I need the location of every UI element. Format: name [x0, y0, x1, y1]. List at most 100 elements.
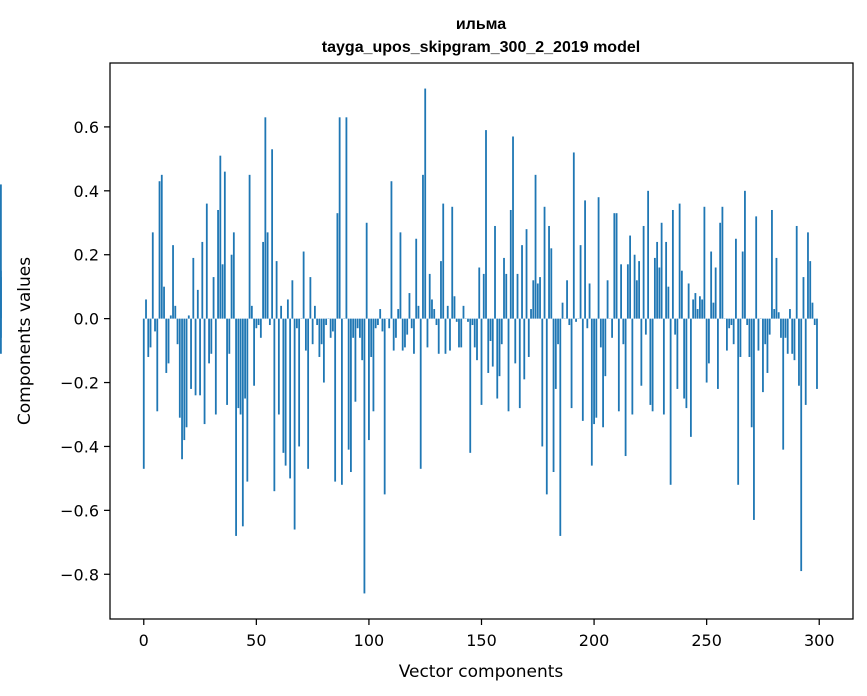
- bar-component-119: [410, 318, 413, 329]
- bar-component-2: [147, 318, 150, 357]
- bar-component-109: [388, 318, 391, 329]
- bar-component-261: [730, 318, 733, 326]
- bar-component-129: [433, 309, 436, 319]
- bar-component-20: [187, 315, 190, 319]
- bar-component-134: [444, 318, 447, 354]
- bar-component-125: [424, 88, 427, 319]
- bar-component-171: [527, 318, 530, 357]
- bar-component-229: [658, 267, 661, 319]
- bar-component-218: [633, 254, 636, 319]
- bar-component-60: [277, 318, 280, 415]
- bar-component-71: [302, 251, 305, 319]
- bar-component-240: [683, 318, 686, 399]
- bar-component-37: [226, 318, 228, 405]
- bar-component-292: [800, 318, 803, 572]
- bar-component-289: [793, 318, 796, 361]
- bar-component-216: [629, 235, 631, 319]
- bar-component-254: [714, 267, 717, 319]
- bar-component-86: [336, 213, 339, 319]
- bar-component-297: [811, 302, 814, 319]
- bar-component-203: [599, 318, 602, 348]
- bar-component-222: [642, 225, 645, 319]
- bar-component-243: [689, 318, 692, 437]
- bar-component-215: [626, 264, 629, 319]
- bar-component-251: [708, 318, 710, 364]
- bar-component-36: [223, 171, 226, 319]
- bar-component-161: [505, 273, 508, 319]
- bar-component-200: [593, 318, 595, 425]
- bar-component-64: [286, 299, 289, 319]
- bar-component-266: [741, 251, 744, 319]
- bar-component-104: [377, 318, 379, 326]
- bar-component-248: [701, 299, 704, 319]
- bar-component-159: [500, 318, 503, 345]
- bar-component-59: [275, 261, 278, 319]
- plot-frame: [109, 62, 854, 620]
- bar-component-91: [347, 318, 350, 450]
- bar-component-66: [291, 280, 294, 319]
- chart-subtitle: tayga_upos_skipgram_300_2_2019 model: [322, 39, 640, 56]
- bar-component-118: [408, 293, 411, 319]
- bar-component-156: [494, 225, 496, 319]
- bar-component-144: [467, 318, 469, 322]
- bar-component-164: [512, 136, 514, 319]
- bar-component-234: [669, 318, 672, 485]
- bar-component-286: [786, 318, 789, 354]
- bar-component-209: [613, 213, 616, 319]
- bar-component-204: [602, 318, 604, 428]
- bar-component-259: [726, 318, 728, 351]
- bar-component-175: [536, 283, 539, 319]
- bar-component-188: [566, 280, 568, 319]
- bar-component-237: [676, 318, 679, 389]
- bar-component-268: [746, 318, 749, 326]
- x-tick-label: 150: [466, 631, 497, 650]
- bar-component-117: [406, 318, 409, 335]
- bar-component-245: [694, 293, 697, 319]
- bar-component-56: [268, 318, 271, 326]
- bar-component-0: [142, 318, 145, 469]
- bar-component-278: [768, 318, 771, 335]
- bar-component-41: [235, 318, 237, 536]
- bar-component-undefined: [0, 318, 2, 354]
- bar-component-102: [372, 318, 375, 412]
- bar-component-132: [440, 261, 442, 319]
- bar-component-167: [518, 318, 521, 409]
- bar-component-133: [442, 203, 445, 319]
- chart-title: ильма: [456, 16, 506, 33]
- bar-component-232: [665, 241, 668, 319]
- bar-component-267: [744, 190, 746, 319]
- bar-component-67: [293, 318, 296, 530]
- bar-component-81: [325, 318, 328, 326]
- bar-component-19: [185, 318, 188, 428]
- bar-component-165: [514, 318, 517, 364]
- bar-component-123: [419, 318, 422, 469]
- bar-component-236: [674, 318, 677, 335]
- bar-component-190: [570, 318, 573, 409]
- bar-component-39: [230, 254, 233, 319]
- bar-component-80: [322, 318, 325, 383]
- x-tick-label: 200: [579, 631, 610, 650]
- bar-component-183: [554, 318, 557, 389]
- bar-component-131: [437, 318, 440, 354]
- x-tick-label: 100: [354, 631, 385, 650]
- bar-component-6: [156, 318, 159, 412]
- bar-component-43: [239, 318, 242, 415]
- bar-component-135: [446, 305, 449, 319]
- bar-component-87: [338, 117, 341, 319]
- bar-component-160: [503, 257, 505, 319]
- bar-component-150: [480, 318, 483, 405]
- bar-component-90: [345, 117, 348, 319]
- bar-component-124: [422, 174, 424, 319]
- bar-component-122: [417, 305, 420, 319]
- bar-component-32: [214, 318, 217, 415]
- bar-component-1: [145, 299, 147, 319]
- bar-component-65: [289, 318, 292, 479]
- bar-component-103: [374, 318, 377, 329]
- bar-component-97: [361, 318, 364, 361]
- bar-component-153: [487, 318, 490, 373]
- bar-component-196: [584, 200, 586, 319]
- bar-component-44: [241, 318, 244, 527]
- bar-component-141: [460, 318, 463, 348]
- bar-component-27: [203, 318, 206, 425]
- x-axis-ticks: 0 50 100 150 200 250 300: [139, 619, 835, 650]
